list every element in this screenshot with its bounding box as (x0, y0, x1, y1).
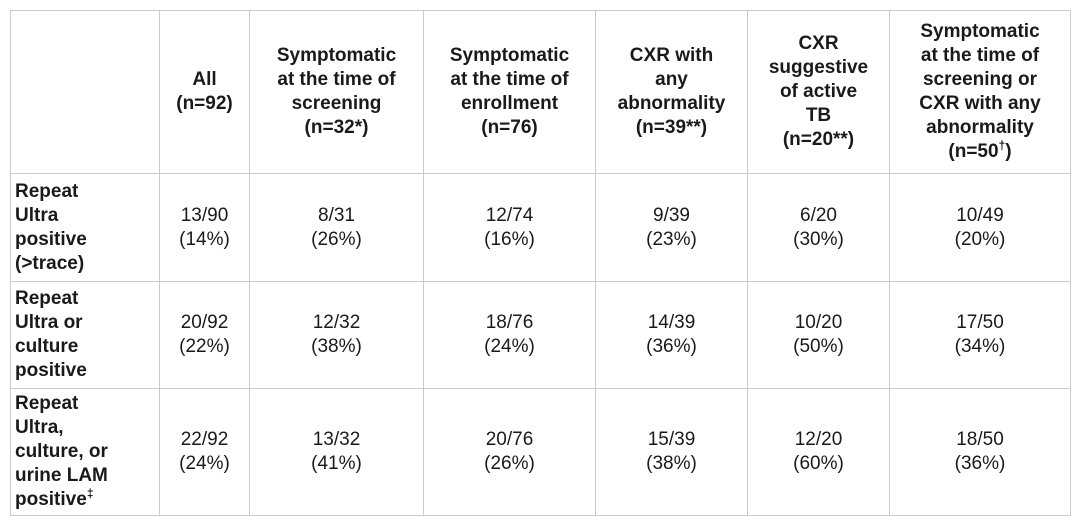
cell-fraction: 15/39 (647, 429, 696, 450)
col-header-cxr-active-tb: CXR suggestive of active TB (n=20**) (747, 10, 890, 174)
col-header-cxr-any-abnormality: CXR with any abnormality (n=39**) (595, 10, 748, 174)
data-cell: 6/20 (30%) (747, 173, 890, 282)
cell-percent: (14%) (179, 228, 230, 250)
data-cell: 12/20 (60%) (747, 388, 890, 516)
corner-cell (10, 10, 160, 174)
cell-percent: (22%) (179, 336, 230, 357)
cell-percent: (36%) (954, 453, 1006, 474)
cell-fraction: 20/92 (180, 312, 229, 333)
cell-percent: (38%) (646, 453, 697, 474)
data-cell: 8/31 (26%) (249, 173, 424, 282)
cell-percent: (38%) (311, 336, 362, 357)
cell-fraction: 9/39 (653, 204, 690, 226)
data-cell: 10/49 (20%) (889, 173, 1071, 282)
row-label: Repeat Ultra, culture, or urine LAM positive… (10, 388, 160, 516)
cell-percent: (26%) (311, 228, 362, 250)
cell-fraction: 20/76 (485, 429, 534, 450)
col-header-symptomatic-screening: Symptomatic at the time of screening (n=32*… (249, 10, 424, 174)
cell-percent: (24%) (179, 453, 230, 474)
cell-fraction: 22/92 (180, 429, 229, 450)
cell-percent: (23%) (646, 228, 697, 250)
cell-percent: (34%) (954, 336, 1006, 357)
cell-fraction: 18/50 (956, 429, 1004, 450)
cell-fraction: 12/74 (485, 204, 534, 226)
header-row: All (n=92) Symptomatic at the time of scree… (10, 10, 1071, 174)
row-label: Repeat Ultra positive (>trace) (10, 173, 160, 282)
results-table: All (n=92) Symptomatic at the time of scree… (10, 10, 1071, 516)
data-cell: 20/92 (22%) (159, 281, 250, 389)
data-cell: 14/39 (36%) (595, 281, 748, 389)
data-cell: 22/92 (24%) (159, 388, 250, 516)
cell-percent: (24%) (484, 336, 535, 357)
data-cell: 12/32 (38%) (249, 281, 424, 389)
cell-fraction: 10/20 (794, 312, 843, 333)
cell-fraction: 12/20 (794, 429, 843, 450)
table-row-repeat-ultra-or-culture: Repeat Ultra or culture positive 20/92 (22%… (10, 281, 1071, 389)
cell-fraction: 12/32 (312, 312, 361, 333)
cell-fraction: 14/39 (647, 312, 696, 333)
data-cell: 20/76 (26%) (423, 388, 596, 516)
cell-percent: (20%) (954, 228, 1006, 250)
col-header-symptomatic-enrollment: Symptomatic at the time of enrollment (n=76… (423, 10, 596, 174)
cell-percent: (36%) (646, 336, 697, 357)
col-header-symptomatic-or-cxr: Symptomatic at the time of screening or CXR… (889, 10, 1071, 174)
cell-fraction: 8/31 (318, 204, 355, 226)
data-cell: 18/50 (36%) (889, 388, 1071, 516)
data-cell: 12/74 (16%) (423, 173, 596, 282)
cell-percent: (60%) (793, 453, 844, 474)
data-cell: 13/90 (14%) (159, 173, 250, 282)
col-header-all: All (n=92) (159, 10, 250, 174)
table-row-repeat-ultra-culture-lam: Repeat Ultra, culture, or urine LAM positive… (10, 388, 1071, 516)
cell-percent: (50%) (793, 336, 844, 357)
cell-fraction: 17/50 (956, 312, 1004, 333)
row-label: Repeat Ultra or culture positive (10, 281, 160, 389)
data-cell: 9/39 (23%) (595, 173, 748, 282)
cell-fraction: 10/49 (956, 204, 1004, 226)
cell-fraction: 13/90 (180, 204, 229, 226)
cell-percent: (26%) (484, 453, 535, 474)
data-cell: 17/50 (34%) (889, 281, 1071, 389)
table-row-repeat-ultra-positive: Repeat Ultra positive (>trace) 13/90 (14%) … (10, 173, 1071, 282)
data-cell: 13/32 (41%) (249, 388, 424, 516)
cell-fraction: 18/76 (485, 312, 534, 333)
cell-percent: (16%) (484, 228, 535, 250)
cell-percent: (41%) (311, 453, 362, 474)
data-cell: 15/39 (38%) (595, 388, 748, 516)
cell-percent: (30%) (793, 228, 844, 250)
data-cell: 18/76 (24%) (423, 281, 596, 389)
data-cell: 10/20 (50%) (747, 281, 890, 389)
cell-fraction: 13/32 (312, 429, 361, 450)
cell-fraction: 6/20 (800, 204, 837, 226)
